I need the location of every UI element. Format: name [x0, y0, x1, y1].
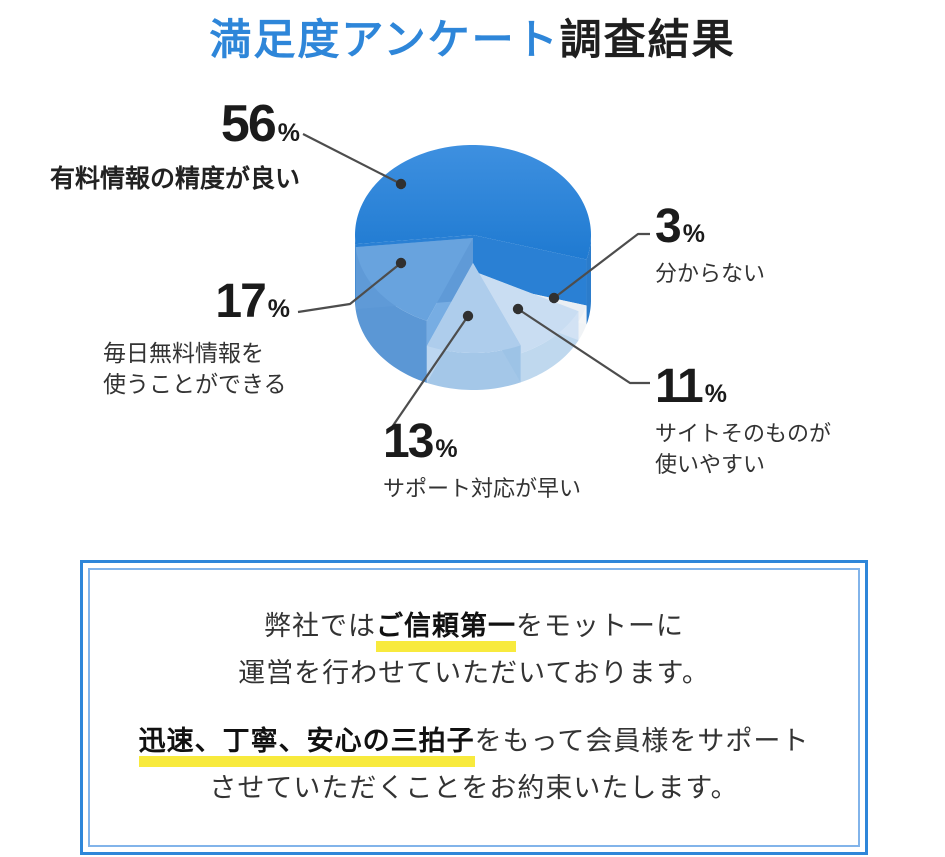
message-text: 運営を行わせていただいております。 [238, 658, 710, 689]
callout-site-usability: 11% サイトそのものが 使いやすい [655, 363, 895, 481]
leader-line [389, 315, 469, 431]
percent-sign: % [682, 220, 705, 248]
label-line: 使いやすい [655, 451, 766, 477]
pie-chart-area: 56% 有料情報の精度が良い 17% 毎日無料情報を 使うことができる 13% サ… [0, 70, 945, 560]
callout-paid-info-accuracy: 56% 有料情報の精度が良い [20, 98, 300, 197]
leader-line [553, 232, 650, 299]
percent-sign: % [435, 435, 458, 463]
message-text: 弊社では [264, 611, 376, 641]
percent-number: 56 [220, 95, 277, 153]
percent-value-11: 11% [655, 363, 895, 411]
label-line: 使うことができる [103, 371, 287, 398]
message-paragraph-1: 弊社ではご信頼第一をモットーに運営を行わせていただいております。 [238, 603, 710, 698]
percent-sign: % [704, 380, 727, 408]
pie-slice-13 [426, 263, 521, 390]
message-paragraph-2: 迅速、丁寧、安心の三拍子をもって会員様をサポートさせていただくことをお約束いたし… [138, 718, 810, 813]
callout-dont-know: 3% 分からない [655, 203, 885, 290]
percent-value-13: 13% [383, 418, 683, 466]
message-text: をもって会員様をサポート [474, 725, 810, 756]
leader-dot [395, 257, 407, 269]
callout-label: 有料情報の精度が良い [49, 165, 300, 193]
highlighted-phrase: ご信頼第一 [376, 611, 516, 652]
message-box: 弊社ではご信頼第一をモットーに運営を行わせていただいております。 迅速、丁寧、安… [80, 560, 868, 855]
message-text: をモットーに [516, 611, 684, 641]
callout-label: 分からない [655, 261, 766, 286]
percent-sign: % [277, 119, 300, 147]
percent-number: 13 [383, 415, 434, 468]
callout-daily-free-info: 17% 毎日無料情報を 使うことができる [10, 278, 290, 400]
callout-label: 毎日無料情報を 使うことができる [10, 338, 290, 400]
percent-value-3: 3% [655, 203, 885, 251]
label-line: サイトそのものが [655, 421, 832, 446]
label-line: 毎日無料情報を [103, 340, 264, 366]
leader-line [297, 262, 402, 314]
callout-fast-support: 13% サポート対応が早い [383, 418, 683, 505]
leader-line [302, 133, 402, 185]
pie-3d-chart [297, 133, 650, 431]
leader-dot [512, 303, 524, 315]
leader-dot [548, 292, 560, 304]
callout-label: サポート対応が早い [383, 476, 582, 501]
message-box-inner: 弊社ではご信頼第一をモットーに運営を行わせていただいております。 迅速、丁寧、安… [88, 568, 860, 847]
page-title: 満足度アンケート調査結果 [0, 0, 945, 67]
leader-dot [462, 310, 474, 322]
title-rest: 調査結果 [559, 16, 736, 63]
leader-dot [395, 178, 407, 190]
percent-sign: % [267, 295, 290, 323]
percent-value-17: 17% [10, 278, 290, 326]
leader-line [517, 308, 650, 385]
percent-value-56: 56% [20, 98, 300, 150]
callout-label: サイトそのものが 使いやすい [655, 419, 895, 481]
highlighted-phrase: 迅速、丁寧、安心の三拍子 [138, 725, 475, 767]
percent-number: 3 [655, 200, 682, 253]
percent-number: 11 [655, 360, 704, 413]
message-text: させていただくことをお約束いたします。 [209, 772, 739, 803]
title-accent: 満足度アンケート [209, 16, 560, 63]
percent-number: 17 [215, 275, 266, 328]
